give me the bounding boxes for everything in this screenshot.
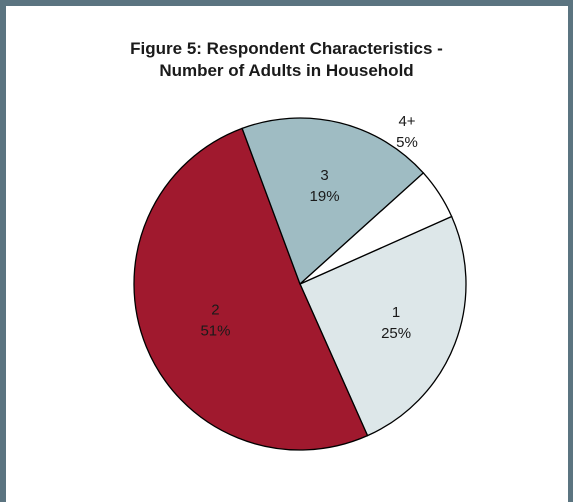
chart-title-line-1: Figure 5: Respondent Characteristics - [130, 39, 443, 58]
slice-category-label: 3 [320, 167, 328, 184]
slice-percent-label: 5% [396, 134, 418, 151]
slice-percent-label: 51% [200, 322, 230, 339]
pie-slice-2 [133, 127, 369, 451]
chart-title-line-2: Number of Adults in Household [159, 61, 414, 80]
slice-category-label: 2 [211, 301, 219, 318]
slice-category-label: 4+ [398, 113, 415, 130]
chart-title: Figure 5: Respondent Characteristics - N… [0, 38, 573, 82]
pie-slice-1 [299, 215, 467, 437]
slice-percent-label: 19% [310, 188, 340, 205]
pie-slice-4plus [299, 172, 453, 285]
slice-percent-label: 25% [381, 325, 411, 342]
pie-slice-3 [241, 117, 425, 286]
slice-category-label: 1 [392, 304, 400, 321]
